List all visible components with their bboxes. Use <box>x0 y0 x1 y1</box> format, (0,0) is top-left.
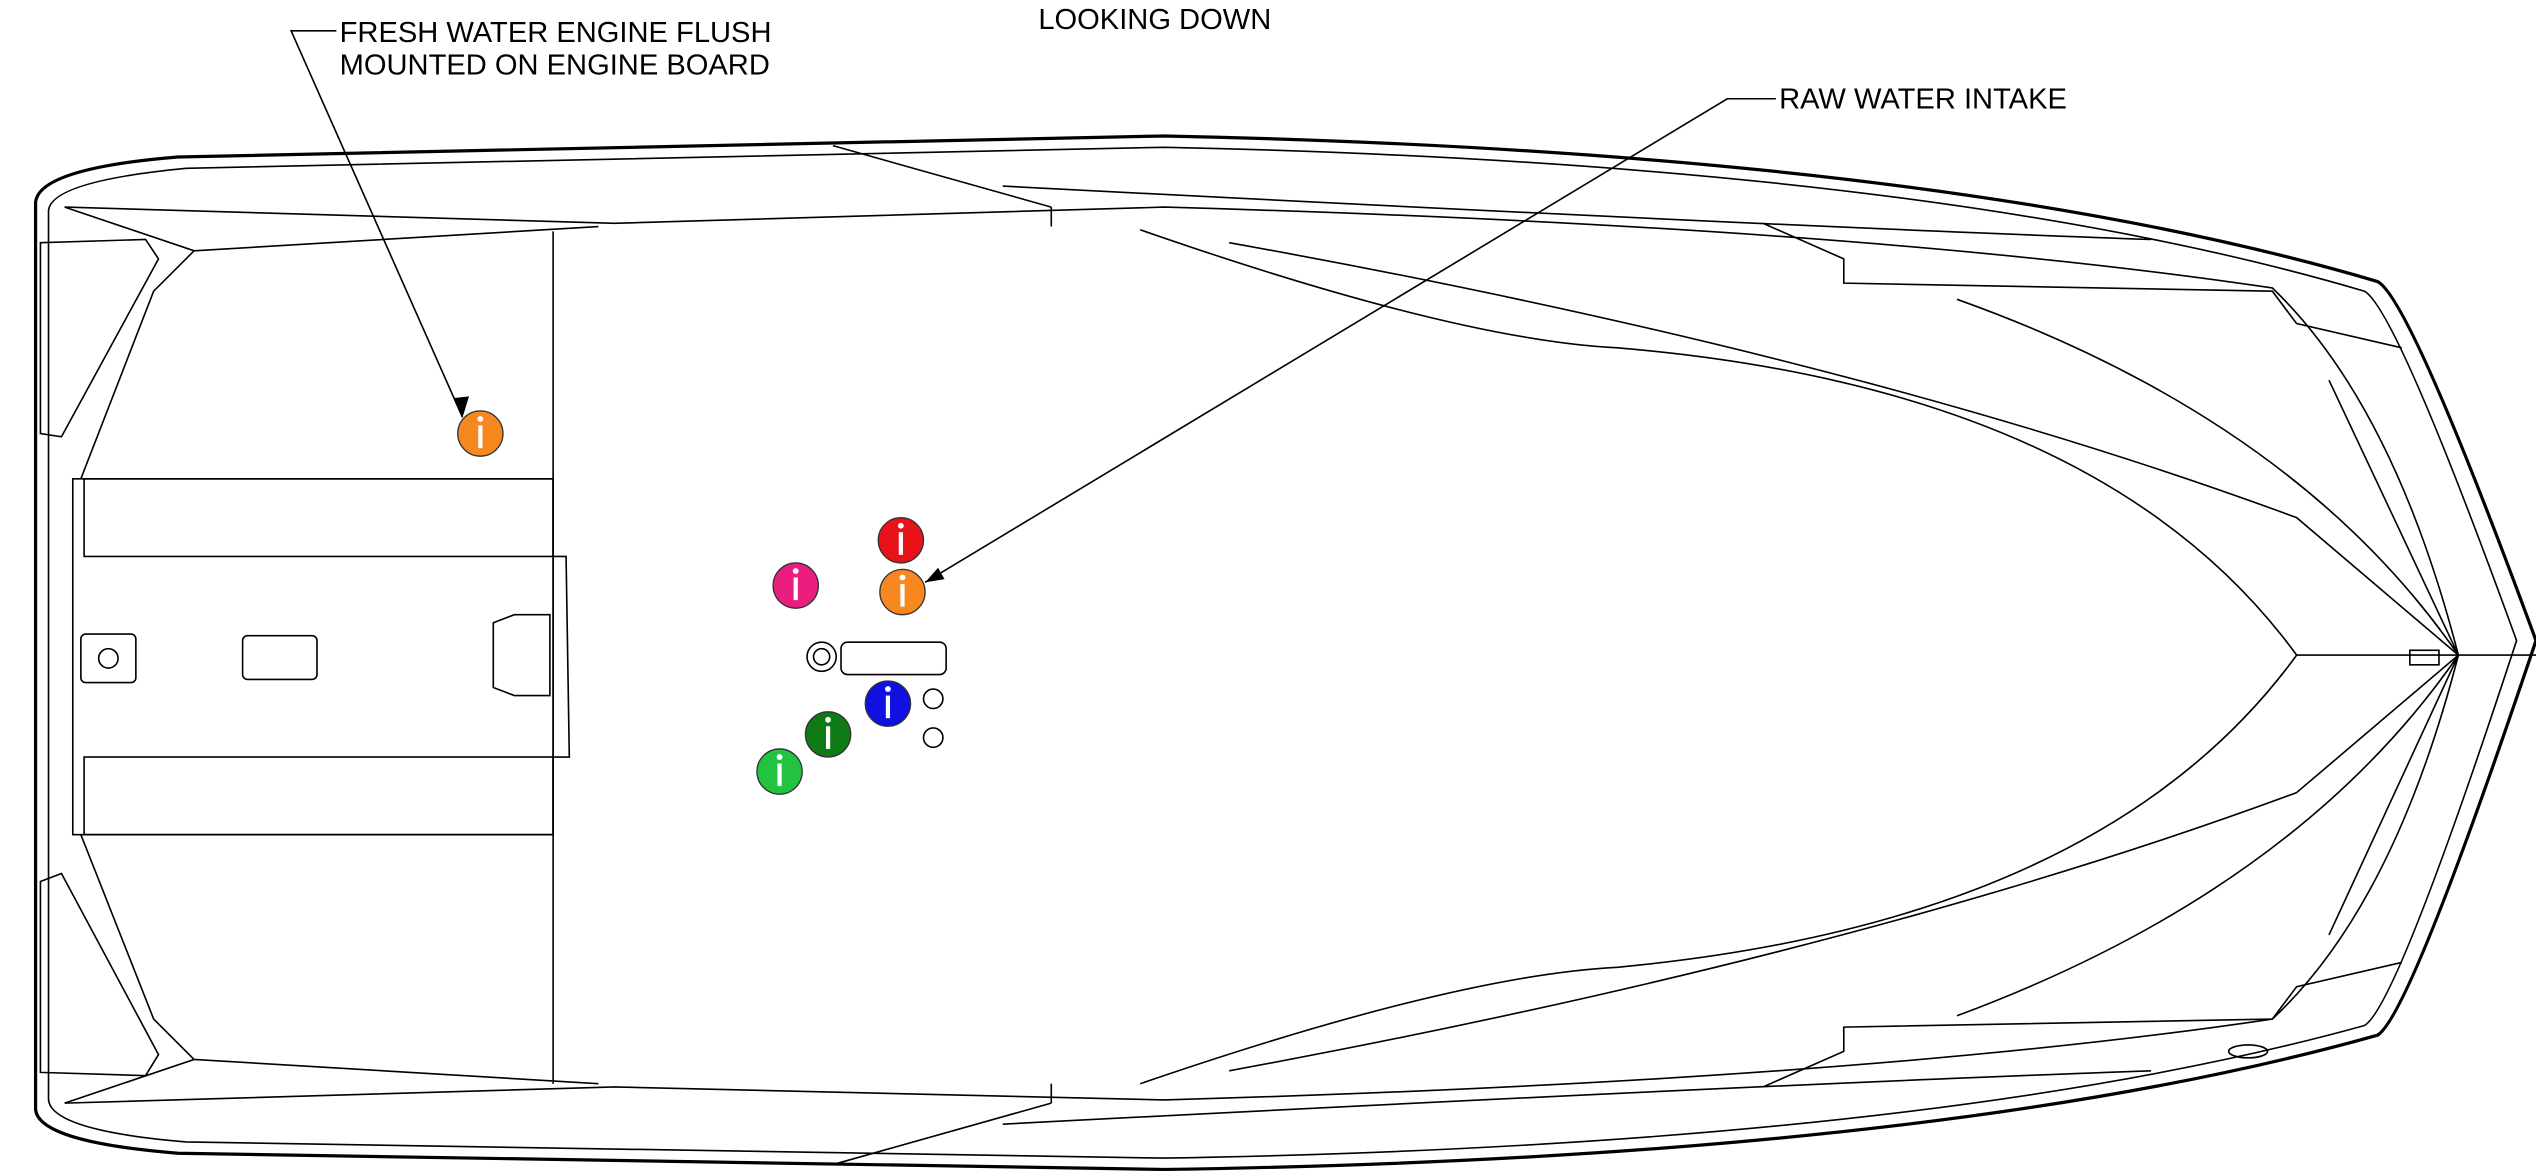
callout-label: RAW WATER INTAKE <box>1779 83 2067 115</box>
info-glyph <box>792 568 799 574</box>
hull-drawing <box>33 134 2536 1172</box>
info-hotspot[interactable] <box>756 748 803 795</box>
info-glyph <box>777 763 782 787</box>
info-glyph <box>898 532 903 555</box>
info-glyph <box>825 716 831 723</box>
callout-label: MOUNTED ON ENGINE BOARD <box>340 49 770 81</box>
leader-lines <box>289 30 1776 584</box>
info-glyph <box>885 695 891 719</box>
hotspots <box>457 410 926 795</box>
info-hotspot[interactable] <box>864 680 912 727</box>
info-glyph <box>793 577 798 601</box>
info-glyph <box>899 574 906 581</box>
info-glyph <box>776 754 783 760</box>
info-hotspot[interactable] <box>772 562 820 609</box>
info-hotspot[interactable] <box>457 410 504 457</box>
info-glyph <box>478 425 483 449</box>
info-glyph <box>885 686 891 692</box>
info-hotspot[interactable] <box>804 711 852 758</box>
info-hotspot[interactable] <box>877 516 925 564</box>
info-glyph <box>897 522 904 529</box>
info-hotspot[interactable] <box>879 568 926 616</box>
info-glyph <box>477 416 484 422</box>
view-title: LOOKING DOWN <box>1038 4 1271 36</box>
info-glyph <box>825 726 831 749</box>
callout-label: FRESH WATER ENGINE FLUSH <box>340 17 772 49</box>
info-glyph <box>900 583 905 607</box>
